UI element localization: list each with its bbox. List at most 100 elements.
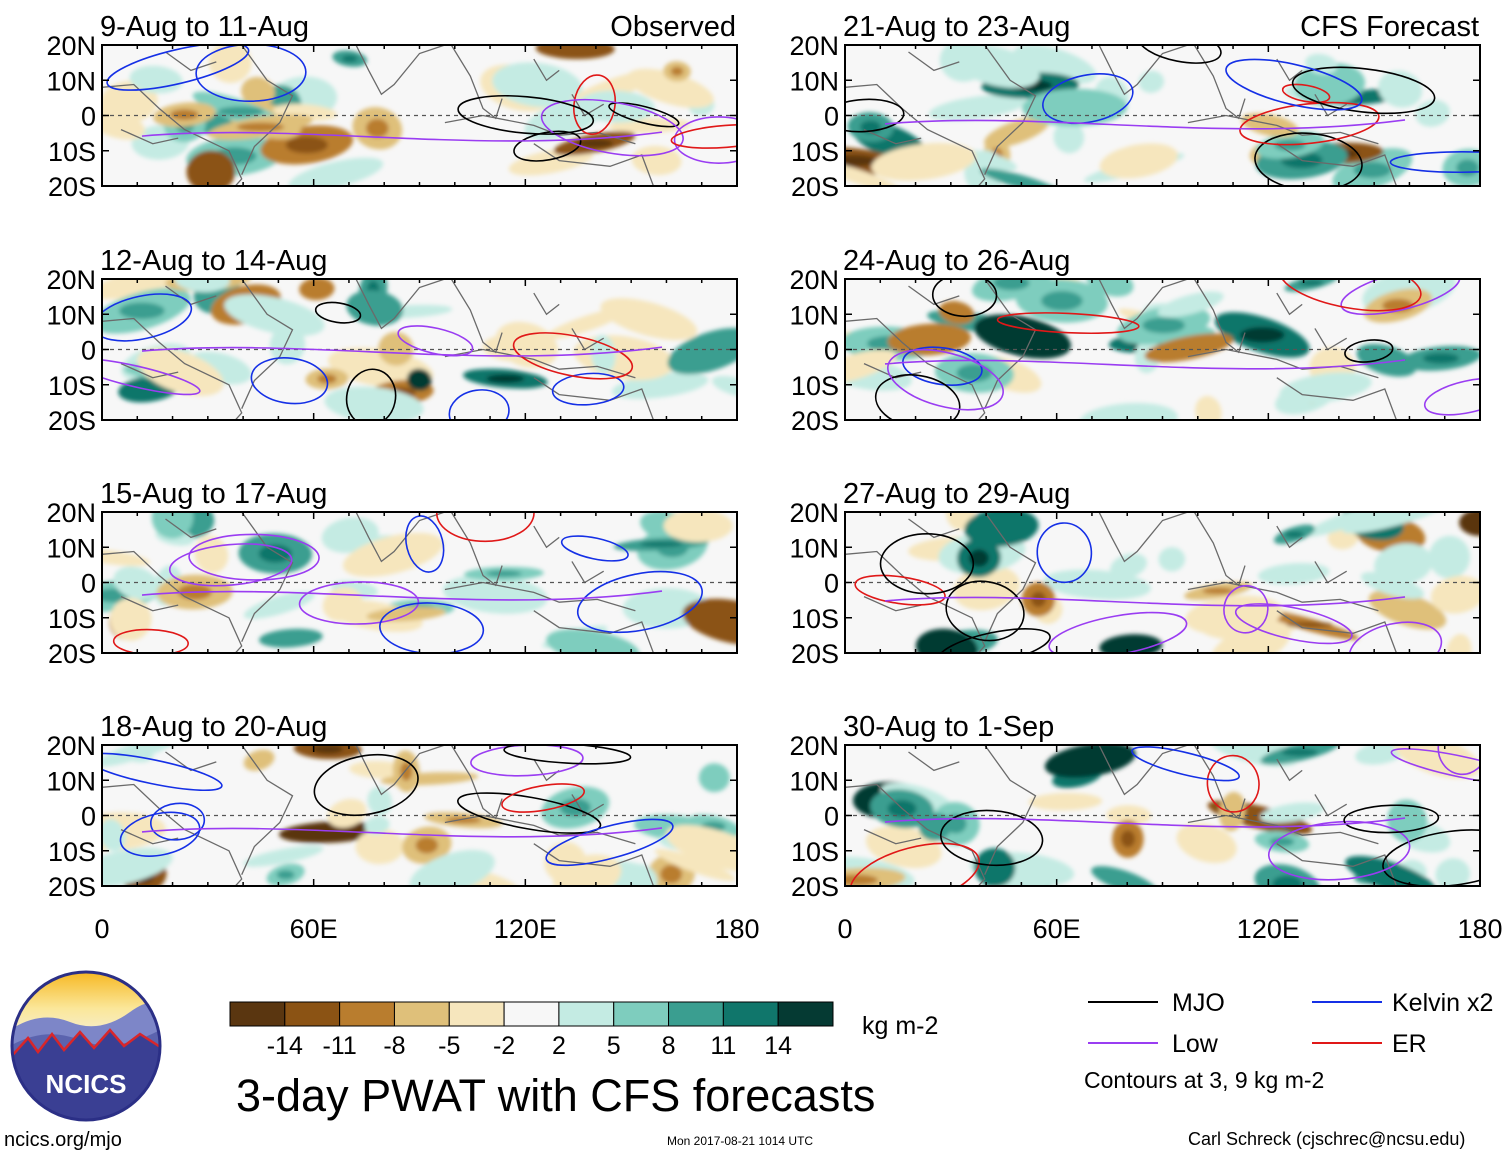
lat-tick-label: 20S <box>48 172 96 202</box>
wave-contours <box>854 522 1443 653</box>
lat-tick-label: 20N <box>789 31 839 61</box>
lon-tick-label: 60E <box>1033 914 1081 944</box>
ncics-logo: NCICS <box>10 970 162 1122</box>
column-title: Observed <box>610 11 736 43</box>
lat-tick-label: 0 <box>81 802 96 832</box>
coastlines <box>845 745 1398 886</box>
coastlines <box>102 512 655 653</box>
lat-tick-label: 10N <box>46 66 96 96</box>
lat-tick-label: 10N <box>789 66 839 96</box>
panel-date-label: 27-Aug to 29-Aug <box>843 478 1070 510</box>
lat-tick-label: 20S <box>791 172 839 202</box>
lon-tick-label: 0 <box>837 914 852 944</box>
lat-tick-label: 0 <box>824 102 839 132</box>
colorbar-tick-label: 2 <box>552 1032 566 1060</box>
lat-tick-label: 10N <box>789 533 839 563</box>
colorbar-swatch <box>393 1001 450 1027</box>
coastlines <box>845 512 1398 653</box>
lon-tick-label: 180 <box>1457 914 1502 944</box>
main-title: 3-day PWAT with CFS forecasts <box>236 1070 876 1121</box>
lat-tick-label: 10S <box>791 837 839 867</box>
lat-tick-label: 10S <box>48 604 96 634</box>
lat-tick-label: 20N <box>46 731 96 761</box>
lat-tick-label: 20S <box>48 639 96 669</box>
lon-tick-label: 180 <box>714 914 759 944</box>
lat-tick-label: 10S <box>48 837 96 867</box>
lat-tick-label: 20N <box>46 265 96 295</box>
wave-contours <box>874 279 1480 420</box>
lat-tick-label: 0 <box>824 802 839 832</box>
logo-text: NCICS <box>46 1069 127 1099</box>
lat-tick-label: 20N <box>789 498 839 528</box>
colorbar-tick-label: -14 <box>267 1032 303 1060</box>
lat-tick-label: 10S <box>48 371 96 401</box>
footer-credit: Carl Schreck (cjschrec@ncsu.edu) <box>1188 1129 1466 1149</box>
colorbar-tick-label: 11 <box>710 1032 736 1060</box>
lat-tick-label: 0 <box>81 336 96 366</box>
wave-contours <box>102 293 663 420</box>
pwat-field <box>102 745 737 886</box>
lat-tick-label: 10S <box>791 604 839 634</box>
lat-tick-label: 20N <box>789 265 839 295</box>
pwat-field <box>102 512 737 653</box>
lat-tick-label: 20N <box>789 731 839 761</box>
footer-timestamp: Mon 2017-08-21 1014 UTC <box>667 1134 814 1148</box>
footer-url: ncics.org/mjo <box>4 1129 122 1151</box>
colorbar-swatch <box>339 1001 395 1027</box>
pwat-field <box>845 512 1480 653</box>
colorbar-swatch <box>284 1001 341 1027</box>
colorbar: -14 -11 -8 -5 -2 2 5 8 11 14 kg m-2 <box>229 1001 938 1060</box>
contour-legend: MJO Low Kelvin x2 ER Contours at 3, 9 kg m-2 <box>1084 989 1493 1093</box>
coastlines <box>845 45 1398 186</box>
legend-label: MJO <box>1172 989 1225 1017</box>
lat-tick-label: 0 <box>81 102 96 132</box>
pwat-field <box>102 45 737 186</box>
lat-tick-label: 0 <box>81 569 96 599</box>
panel-date-label: 18-Aug to 20-Aug <box>100 711 327 743</box>
lon-tick-label: 0 <box>94 914 109 944</box>
lat-tick-label: 10S <box>48 137 96 167</box>
lat-tick-label: 10N <box>46 766 96 796</box>
panel-date-label: 24-Aug to 26-Aug <box>843 245 1070 277</box>
colorbar-tick-label: 5 <box>607 1032 621 1060</box>
coastlines <box>102 45 655 186</box>
colorbar-tick-label: -11 <box>322 1032 356 1060</box>
lat-tick-label: 20S <box>791 639 839 669</box>
colorbar-swatch <box>503 1001 560 1027</box>
wave-contours <box>106 45 737 164</box>
colorbar-tick-label: 14 <box>764 1032 792 1060</box>
x-axes: 0 60E 120E 180 0 60E 120E 180 <box>94 914 1502 944</box>
contour-note: Contours at 3, 9 kg m-2 <box>1084 1067 1324 1093</box>
colorbar-tick-label: 8 <box>662 1032 676 1060</box>
pwat-field <box>845 745 1480 886</box>
lon-tick-label: 120E <box>494 914 557 944</box>
lon-tick-label: 60E <box>290 914 338 944</box>
legend-label: Kelvin x2 <box>1392 989 1493 1017</box>
panel-date-label: 21-Aug to 23-Aug <box>843 11 1070 43</box>
panel-date-label: 30-Aug to 1-Sep <box>843 711 1054 743</box>
wave-contours <box>845 45 1480 186</box>
pwat-field <box>102 279 737 420</box>
lat-tick-label: 0 <box>824 336 839 366</box>
legend-label: ER <box>1392 1030 1427 1058</box>
colorbar-swatch <box>448 1001 505 1027</box>
lat-tick-label: 20S <box>48 872 96 902</box>
colorbar-swatch <box>229 1001 286 1027</box>
lat-tick-label: 10N <box>789 766 839 796</box>
lat-tick-label: 10N <box>46 300 96 330</box>
lat-tick-label: 20S <box>791 872 839 902</box>
panel-date-label: 12-Aug to 14-Aug <box>100 245 327 277</box>
lat-tick-label: 10N <box>46 533 96 563</box>
colorbar-swatch <box>558 1001 615 1027</box>
lat-tick-label: 10S <box>791 371 839 401</box>
colorbar-tick-label: -5 <box>438 1032 460 1060</box>
